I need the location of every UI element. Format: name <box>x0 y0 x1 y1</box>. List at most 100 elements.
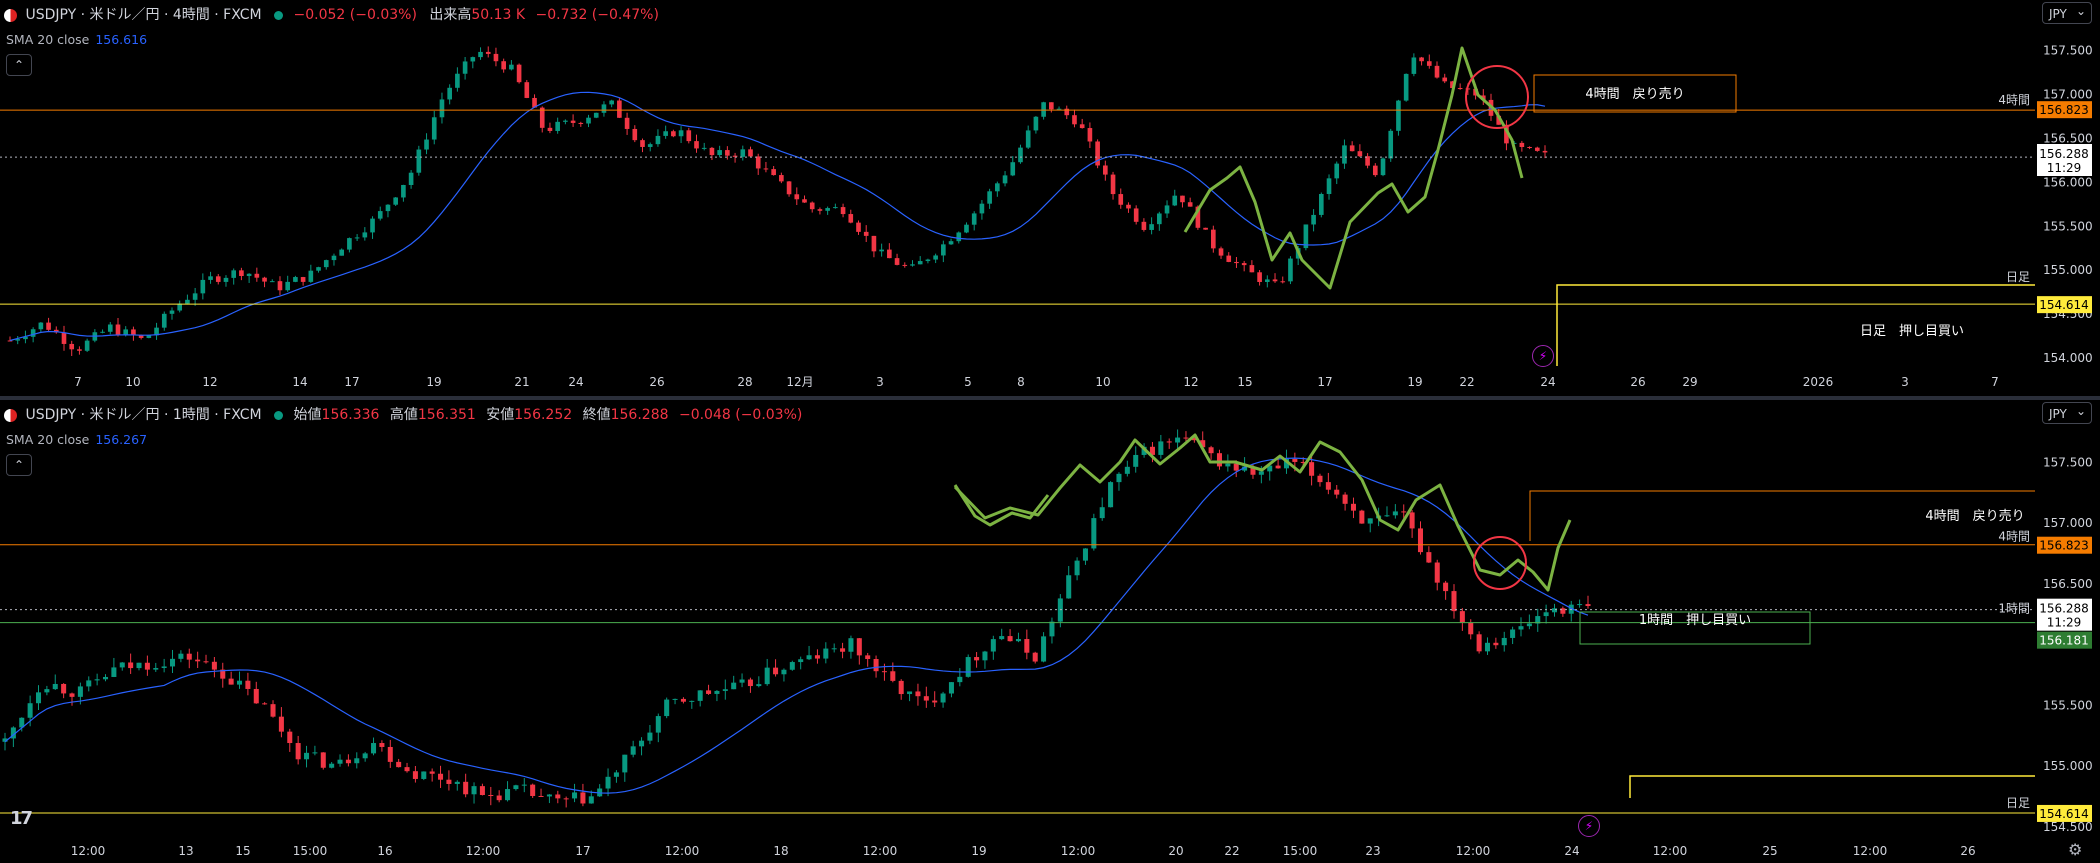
candle-body <box>1493 642 1499 646</box>
candle-body <box>153 668 159 670</box>
candle-body <box>806 655 812 660</box>
price-axis-tick: 154.500 <box>2043 820 2093 834</box>
chart-pane-4h[interactable]: 157.500 157.000 156.500 156.000 155.500 155.0… <box>0 0 2100 396</box>
candle-body <box>1417 528 1423 553</box>
candle-body <box>1585 604 1591 606</box>
symbol-title[interactable]: USDJPY · 米ドル／円 · 1時間 · FXCM <box>25 407 262 423</box>
candle-body <box>802 199 807 203</box>
lightning-icon[interactable]: ⚡ <box>1532 345 1554 367</box>
candle-body <box>578 122 584 124</box>
candle-body <box>1049 621 1055 637</box>
candle-body <box>925 259 931 262</box>
candle-body <box>1357 151 1363 157</box>
currency-select-4h[interactable]: JPY <box>2042 0 2092 24</box>
candle-body <box>1535 616 1541 624</box>
candle-body <box>1275 465 1281 469</box>
candle-body <box>295 743 301 760</box>
chart-canvas-1h[interactable]: 157.500157.000156.500156.000155.500155.0… <box>0 400 2100 863</box>
candle-body <box>1496 115 1502 125</box>
candle-body <box>825 208 830 211</box>
candle-body <box>200 279 206 294</box>
tradingview-logo-icon[interactable]: 17 <box>10 808 33 829</box>
volume-label: 出来高 <box>429 7 472 23</box>
symbol-title[interactable]: USDJPY · 米ドル／円 · 4時間 · FXCM <box>25 7 262 23</box>
candle-body <box>671 131 676 137</box>
time-axis-tick: 7 <box>1991 375 1999 389</box>
lightning-icon[interactable]: ⚡ <box>1578 815 1600 837</box>
time-axis-tick: 12:00 <box>71 844 106 858</box>
candle-body <box>154 327 159 336</box>
candle-body <box>948 241 954 245</box>
candle-body <box>23 336 28 340</box>
countdown-badge: 11:29 <box>2047 616 2082 630</box>
candle-body <box>863 231 869 236</box>
candle-body <box>138 335 144 338</box>
candle-body <box>431 117 437 140</box>
sma-value: 156.267 <box>95 432 148 447</box>
open-value: 156.336 <box>321 407 380 423</box>
candle-body <box>1309 462 1315 476</box>
volume-value: 50.13 K <box>471 7 526 23</box>
currency-select-1h[interactable]: JPY <box>2042 400 2092 424</box>
candle-body <box>19 717 25 728</box>
collapse-legend-button[interactable]: ⌃ <box>6 454 32 476</box>
sma-legend-4h[interactable]: SMA 20 close 156.616 <box>6 32 147 47</box>
candle-body <box>1133 208 1139 222</box>
candle-body <box>501 61 506 70</box>
candle-body <box>107 324 113 332</box>
chart-pane-1h[interactable]: 157.500157.000156.500156.000155.500155.0… <box>0 400 2100 863</box>
candle-body <box>1484 642 1491 652</box>
candle-body <box>253 688 259 704</box>
candle-body <box>10 727 16 739</box>
sma-legend-1h[interactable]: SMA 20 close 156.267 <box>6 432 147 447</box>
collapse-legend-button[interactable]: ⌃ <box>6 54 32 76</box>
candle-body <box>316 267 321 271</box>
candle-body <box>1234 261 1239 264</box>
candle-body <box>521 784 527 786</box>
candle-body <box>354 237 360 239</box>
candle-body <box>1283 458 1289 469</box>
candle-body <box>717 150 722 156</box>
candle-body <box>640 140 645 147</box>
candle-body <box>1166 441 1172 443</box>
time-axis-tick: 24 <box>568 375 583 389</box>
time-axis-tick: 15 <box>235 844 250 858</box>
candle-body <box>740 149 746 157</box>
candle-body <box>455 73 460 88</box>
symbol-legend-4h[interactable]: USDJPY · 米ドル／円 · 4時間 · FXCM −0.052 (−0.0… <box>4 4 659 24</box>
time-axis-tick: 5 <box>964 375 972 389</box>
candle-body <box>454 781 460 784</box>
time-axis-tick: 2026 <box>1803 375 1834 389</box>
gear-icon[interactable]: ⚙ <box>2068 840 2083 859</box>
time-axis-tick: 12月 <box>786 375 813 389</box>
current-price-badge-bg <box>2037 598 2092 631</box>
candle-body <box>538 795 544 797</box>
candle-body <box>1018 147 1023 163</box>
candle-body <box>748 149 753 157</box>
candle-body <box>320 752 326 768</box>
time-axis-tick: 12 <box>202 375 217 389</box>
open-label: 始値 <box>293 407 322 423</box>
symbol-legend-1h[interactable]: USDJPY · 米ドル／円 · 1時間 · FXCM 始値156.336 高値… <box>4 404 802 424</box>
candle-body <box>370 218 375 233</box>
candle-body <box>879 249 884 252</box>
candle-body <box>1208 447 1214 454</box>
candle-body <box>647 144 653 147</box>
candle-body <box>731 682 737 690</box>
time-axis-tick: 24 <box>1564 844 1579 858</box>
candle-body <box>1317 475 1323 483</box>
candle-body <box>957 676 963 683</box>
candle-body <box>1180 195 1185 203</box>
candle-body <box>1551 608 1558 613</box>
candle-body <box>377 211 383 219</box>
candle-body <box>144 662 150 670</box>
chevron-up-icon: ⌃ <box>13 458 25 472</box>
candle-body <box>809 202 815 210</box>
chart-canvas-4h[interactable]: 157.500 157.000 156.500 156.000 155.500 155.0… <box>0 0 2100 396</box>
candle-body <box>285 281 291 291</box>
candle-body <box>429 771 435 774</box>
candle-body <box>396 761 402 768</box>
pane-divider[interactable] <box>0 396 2100 400</box>
candle-body <box>714 690 720 694</box>
candle-body <box>974 657 980 661</box>
